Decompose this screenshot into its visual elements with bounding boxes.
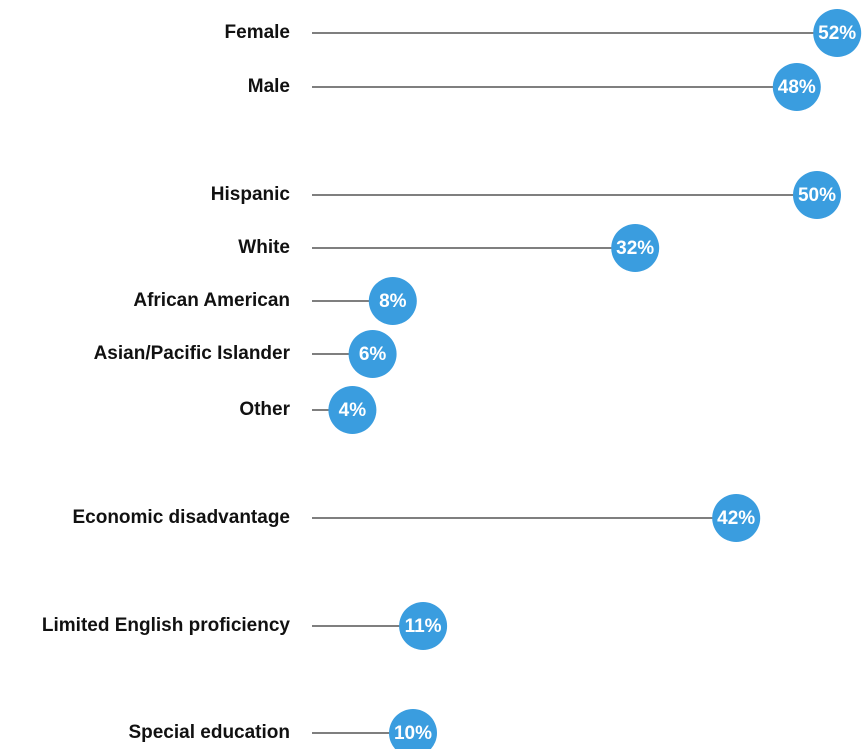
value-label: 42% [717,508,755,529]
value-label: 52% [818,23,856,44]
dot [368,277,417,325]
value-label: 6% [359,344,387,365]
category-label: White [238,237,290,258]
value-label: 11% [405,616,442,637]
category-label: Male [248,76,290,97]
category-label: Economic disadvantage [72,507,290,528]
dot [712,494,761,542]
dot [389,709,437,749]
category-label: Female [225,22,290,43]
value-label: 50% [798,185,836,206]
category-label: Other [239,399,290,420]
value-label: 8% [379,291,407,312]
value-label: 48% [778,77,816,98]
dot [328,386,377,434]
category-label: Asian/Pacific Islander [94,343,291,364]
category-label: African American [133,290,290,311]
category-label: Limited English proficiency [42,615,291,636]
dot [611,224,660,272]
value-label: 10% [394,723,432,744]
dot [793,171,841,219]
value-label: 4% [339,400,367,421]
dot [348,330,397,378]
dot [399,602,448,650]
category-label: Hispanic [211,184,291,205]
category-label: Special education [128,722,290,743]
value-label: 32% [616,238,654,259]
dot [813,9,862,57]
dot [772,63,821,111]
